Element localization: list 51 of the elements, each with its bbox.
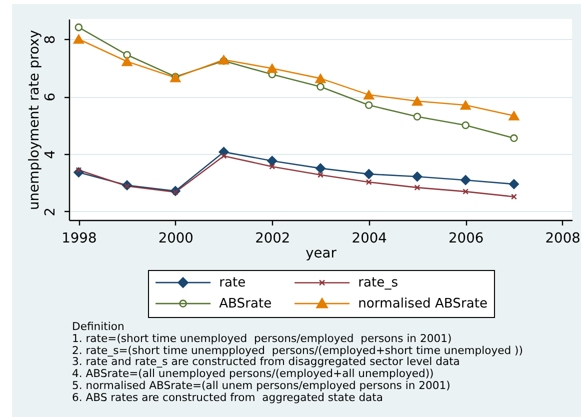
point <box>123 51 131 59</box>
point <box>460 175 471 186</box>
point <box>315 163 326 174</box>
point <box>366 179 372 186</box>
point <box>510 134 518 142</box>
point <box>414 184 420 191</box>
x-tick-label: 2008 <box>545 230 580 246</box>
point <box>462 121 470 130</box>
point <box>413 112 422 121</box>
text: 5. normalised ABSrate=(all unem persons/employed persons in 2001) <box>72 378 452 392</box>
point <box>412 172 422 182</box>
x-tick-label: 2004 <box>352 230 387 246</box>
y-tick-label: 8 <box>42 35 58 44</box>
x-tick-label: 2002 <box>255 230 290 246</box>
text: 4. ABSrate=(all unemployed persons/(employed+all unemployed)) <box>72 367 435 380</box>
point <box>73 34 84 44</box>
point <box>508 111 520 120</box>
x-tick-label: 2006 <box>448 230 484 246</box>
text: 3. rate and rate_s are constructed from disaggregated sector level data <box>72 355 460 368</box>
point <box>315 74 326 84</box>
y-axis-title: unemployment rate proxy <box>26 30 42 210</box>
point <box>510 194 517 200</box>
x-axis-title: year <box>306 245 337 262</box>
text: Definition <box>72 320 126 333</box>
point <box>318 172 324 178</box>
text: 6. ABS rates are constructed from aggregated state data <box>72 390 384 404</box>
legend-label: ABSrate <box>219 296 272 312</box>
text: 1. rate=(short time unemployed persons/employed persons in 2001) <box>72 332 453 345</box>
text: 2. rate_s=(short time unempployed persons/(employed+short time unemployed )) <box>72 344 523 356</box>
legend-label: rate_s <box>358 276 398 291</box>
point <box>122 56 132 66</box>
legend-label: rate <box>219 276 246 291</box>
y-tick-label: 6 <box>42 92 58 102</box>
point <box>508 179 519 190</box>
point <box>266 64 278 74</box>
point <box>364 169 374 180</box>
point <box>316 82 324 91</box>
point <box>220 152 227 159</box>
point <box>269 164 276 170</box>
y-tick-label: 2 <box>42 207 58 216</box>
point <box>364 101 373 110</box>
point <box>364 90 374 100</box>
legend-label: normalised ABSrate <box>358 296 488 312</box>
point <box>267 156 278 166</box>
point <box>462 188 469 195</box>
x-tick-label: 2000 <box>158 230 194 246</box>
x-tick-label: 1998 <box>62 230 97 246</box>
point <box>460 100 471 110</box>
point <box>74 23 83 32</box>
point <box>412 96 423 106</box>
y-tick-label: 4 <box>42 150 58 159</box>
